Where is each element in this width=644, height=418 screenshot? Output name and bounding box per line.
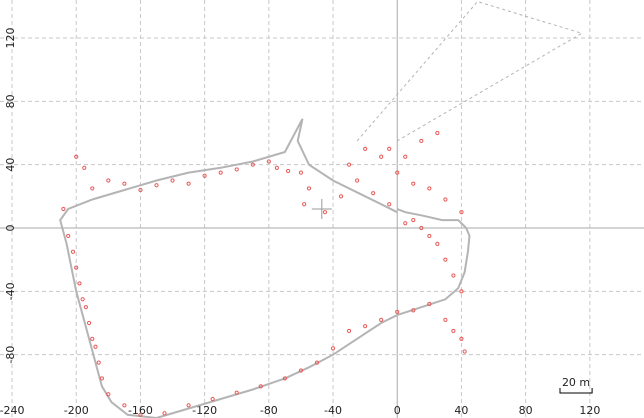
track-point [459,210,464,215]
track-point [411,308,416,313]
track-point [387,146,392,151]
track-point [459,289,464,294]
track-point [435,130,440,136]
track-point [314,360,320,365]
track-point [90,336,95,341]
track-point [86,320,92,326]
track-point [411,217,416,223]
y-tick-label: -80 [4,346,17,364]
y-tick-label: 0 [4,225,17,232]
track-point [419,225,424,231]
track-point [138,412,143,417]
track-point [186,181,191,186]
track-point [403,154,408,159]
track-point [363,146,368,151]
track-point [61,206,66,212]
track-point [218,170,223,175]
track-point [74,265,79,270]
track-point [234,390,239,395]
track-point [363,324,368,329]
track-point [298,170,304,175]
track-point [154,183,159,188]
track-point [170,178,175,183]
track-point [186,403,191,408]
track-point [379,317,384,322]
y-tick-label: -40 [4,282,17,300]
track-point [306,186,312,191]
track-point [462,349,467,354]
track-point [106,392,111,397]
x-tick-label: 80 [519,404,533,417]
track-point [282,376,287,381]
track-point [387,202,392,207]
track-point [96,360,101,365]
track-point [435,241,440,246]
track-point [451,273,456,278]
track-point [355,178,360,183]
track-point [451,328,456,334]
track-point [395,309,400,315]
x-tick-label: 0 [394,404,401,417]
x-tick-label: 120 [579,404,600,417]
track-point [70,249,76,254]
track-point [266,159,271,164]
y-tick-label: 120 [4,28,17,49]
track-point [443,317,448,322]
x-tick-label: 40 [454,404,468,417]
x-tick-label: -120 [192,404,217,417]
track-point [403,221,408,226]
link-line [356,1,584,142]
track-point [202,173,207,178]
track-point [274,165,279,170]
x-tick-label: -240 [0,404,25,417]
x-tick-label: -160 [128,404,153,417]
track-point [427,301,432,307]
scale-label: 20 m [562,376,590,389]
track-point [138,187,143,193]
track-point [258,384,263,389]
track-point [427,186,432,191]
track-point [234,167,239,172]
track-point [459,336,464,341]
y-tick-label: 80 [4,94,17,108]
track-point [302,202,307,207]
track-point [122,403,127,408]
track-point [322,210,328,215]
track-point [371,191,376,196]
track-point [419,138,424,144]
track-point [122,181,127,186]
track-point [443,257,448,262]
track-point [338,194,344,199]
track-point [74,154,79,159]
y-tick-label: 40 [4,158,17,172]
track-point [83,305,88,310]
track-point [99,376,105,381]
track-point [77,281,82,286]
scale-bar [559,388,593,394]
track-point [210,396,215,402]
track-point [379,154,384,159]
x-tick-label: -40 [324,404,342,417]
track-point [90,186,95,191]
track-point [66,233,71,239]
x-tick-label: -200 [64,404,89,417]
track-point [285,168,291,174]
track-point [106,178,111,183]
track-point [411,181,416,186]
track-point [82,165,87,170]
track-point [346,162,352,167]
track-point [330,346,336,351]
track-point [93,344,98,349]
track-point [162,411,167,416]
track-point [250,162,255,167]
x-tick-label: -80 [260,404,278,417]
track-point [298,368,304,373]
track-point [443,197,448,202]
track-point [80,297,85,302]
track-point [395,170,400,175]
track-point [346,328,352,334]
track-point [427,233,432,239]
track-line [59,118,471,418]
